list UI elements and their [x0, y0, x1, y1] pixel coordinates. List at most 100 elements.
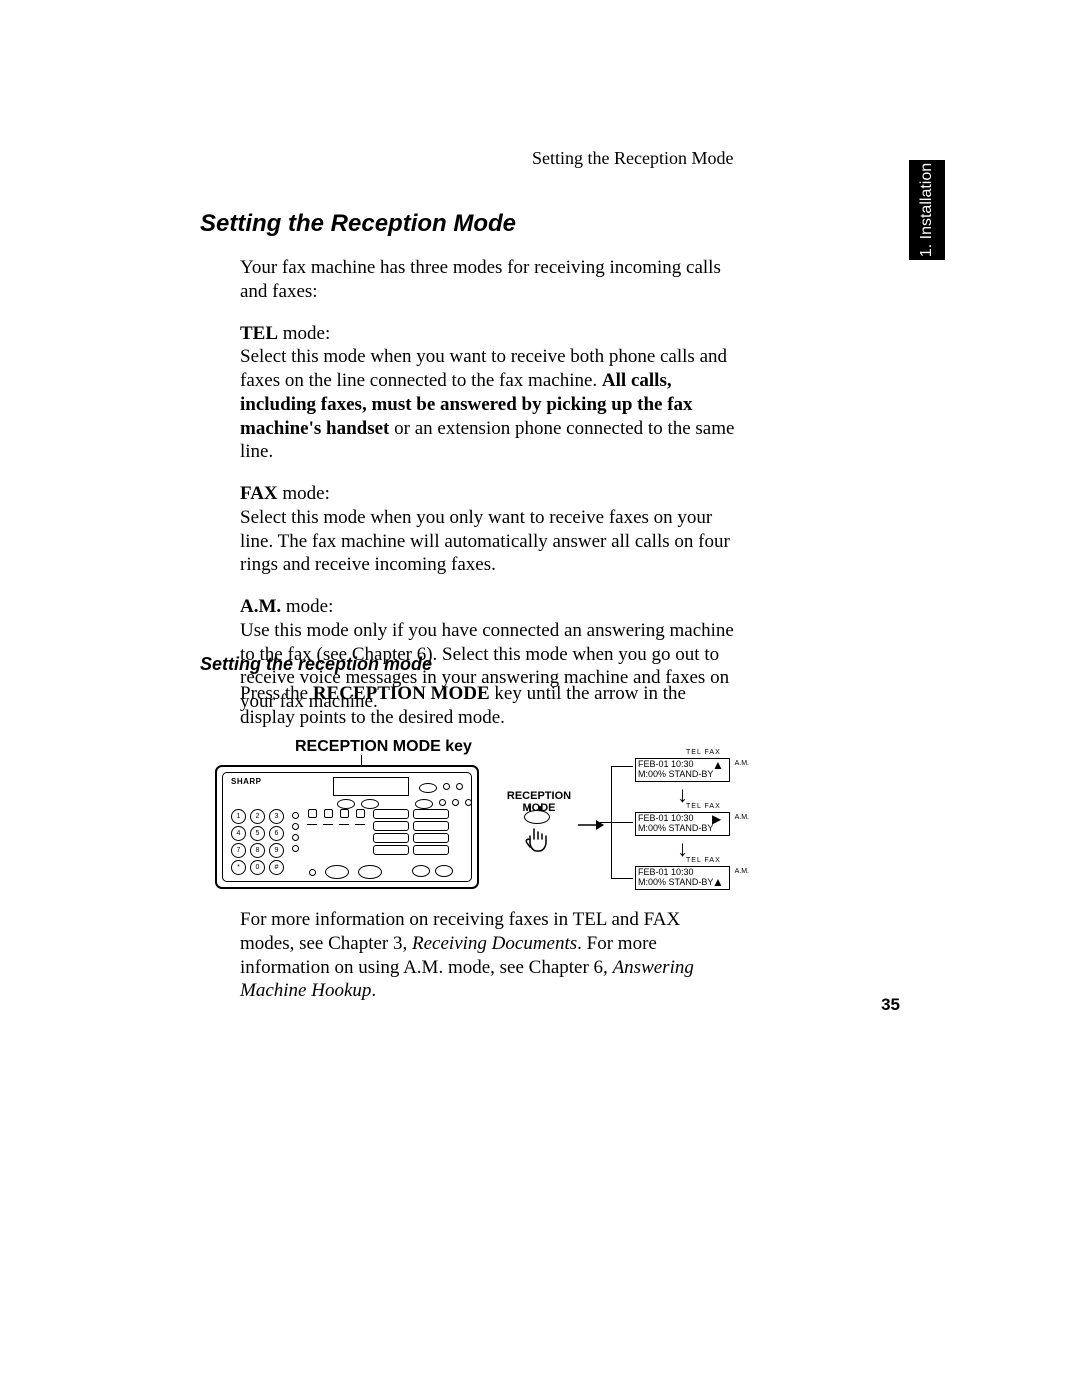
- main-action-buttons: [325, 865, 382, 879]
- screen-top-labels: TEL FAX: [686, 803, 721, 811]
- screen-line2: M:00% STAND-BY: [638, 877, 713, 887]
- screen-line2: M:00% STAND-BY: [638, 823, 713, 833]
- page: Setting the Reception Mode 1. Installati…: [0, 0, 1080, 1397]
- right-arrow-icon: ▶: [712, 813, 721, 825]
- mode-icon: [355, 809, 365, 825]
- page-number: 35: [881, 995, 900, 1015]
- keypad-key: 2: [250, 809, 265, 824]
- oval-button: [415, 799, 433, 809]
- slot-key: [413, 809, 449, 819]
- footer-ital1: Receiving Documents: [412, 933, 577, 954]
- page-title: Setting the Reception Mode: [200, 210, 516, 238]
- dot-indicator: [456, 783, 463, 790]
- keypad: 123456789*0#: [231, 809, 284, 875]
- bottom-action-buttons: [412, 865, 453, 877]
- keypad-key: 6: [269, 826, 284, 841]
- tel-label: TEL: [240, 323, 278, 344]
- slot-key: [373, 833, 409, 843]
- screen-line1: FEB-01 10:30: [638, 813, 694, 823]
- keypad-key: 8: [250, 843, 265, 858]
- fax-text: Select this mode when you only want to r…: [240, 507, 730, 576]
- mode-icon: [323, 809, 333, 825]
- action-button: [325, 865, 349, 879]
- slot-key: [373, 809, 409, 819]
- dot-indicator: [292, 845, 299, 852]
- target-button-icon: [524, 810, 550, 824]
- bracket-line: [611, 766, 633, 767]
- keypad-key: 3: [269, 809, 284, 824]
- dot-indicator: [309, 869, 316, 876]
- bracket-line: [600, 822, 633, 823]
- dot-indicator: [292, 834, 299, 841]
- subheading: Setting the reception mode: [200, 654, 432, 675]
- tel-suffix: mode:: [278, 323, 330, 344]
- keypad-key: *: [231, 860, 246, 875]
- dot-indicator: [439, 799, 446, 806]
- screen-top-labels: TEL FAX: [686, 857, 721, 865]
- screen-line2: M:00% STAND-BY: [638, 769, 713, 779]
- am-suffix: mode:: [281, 596, 333, 617]
- running-header: Setting the Reception Mode: [532, 148, 733, 169]
- slot-key: [413, 845, 449, 855]
- up-arrow-icon: ▲: [712, 759, 724, 771]
- screen-top-labels: TEL FAX: [686, 749, 721, 757]
- section-tab: 1. Installation: [909, 160, 945, 260]
- keypad-key: 1: [231, 809, 246, 824]
- slot-key: [413, 833, 449, 843]
- am-label: A.M.: [240, 596, 281, 617]
- slot-key: [373, 821, 409, 831]
- footer-para: For more information on receiving faxes …: [240, 908, 735, 1003]
- instruction-para: Press the RECEPTION MODE key until the a…: [240, 682, 735, 730]
- screen-line1: FEB-01 10:30: [638, 867, 694, 877]
- hand-icon: [520, 826, 554, 860]
- dot-indicator: [292, 823, 299, 830]
- keypad-key: 7: [231, 843, 246, 858]
- oval-button: [337, 799, 355, 809]
- diagram-key-title: RECEPTION MODE key: [295, 738, 472, 756]
- mode-icon: [307, 809, 317, 825]
- fax-suffix: mode:: [278, 483, 330, 504]
- up-arrow-icon: ▲: [712, 876, 724, 888]
- keypad-key: 5: [250, 826, 265, 841]
- fax-mode-para: FAX mode: Select this mode when you only…: [240, 482, 735, 577]
- keypad-key: 4: [231, 826, 246, 841]
- panel-small-buttons: [337, 799, 379, 809]
- brand-logo: SHARP: [231, 777, 262, 786]
- instr-bold: RECEPTION MODE: [313, 683, 490, 704]
- keypad-side-dots: [292, 812, 299, 852]
- slot-key: [373, 845, 409, 855]
- action-button: [412, 865, 430, 877]
- middle-icons: [307, 809, 365, 825]
- flow-arrow-icon: [578, 818, 604, 832]
- oval-button: [361, 799, 379, 809]
- action-button: [358, 865, 382, 879]
- screen-am-label: A.M.: [735, 868, 749, 876]
- instr-pre: Press the: [240, 683, 313, 704]
- mode-icon: [339, 809, 349, 825]
- display-screen-am: TEL FAX A.M. FEB-01 10:30 ▲ M:00% STAND-…: [635, 866, 730, 890]
- fax-label: FAX: [240, 483, 278, 504]
- panel-top-buttons2: [415, 799, 472, 809]
- panel-top-dots: [419, 783, 463, 793]
- panel-lcd: [333, 777, 409, 796]
- dot-indicator: [443, 783, 450, 790]
- quick-keys: [373, 809, 449, 855]
- section-tab-label: 1. Installation: [918, 163, 936, 257]
- dot-indicator: [452, 799, 459, 806]
- fax-control-panel: SHARP 123456789*0#: [215, 765, 479, 889]
- intro-para: Your fax machine has three modes for rec…: [240, 256, 735, 304]
- display-screen-fax: TEL FAX A.M. FEB-01 10:30 ▶ M:00% STAND-…: [635, 812, 730, 836]
- keypad-key: 9: [269, 843, 284, 858]
- slot-key: [413, 821, 449, 831]
- screen-am-label: A.M.: [735, 814, 749, 822]
- dot-indicator: [465, 799, 472, 806]
- reception-caption-l1: RECEPTION: [507, 790, 571, 802]
- screen-am-label: A.M.: [735, 760, 749, 768]
- display-screen-tel: TEL FAX A.M. FEB-01 10:30 ▲ M:00% STAND-…: [635, 758, 730, 782]
- oval-button: [419, 783, 437, 793]
- press-hand-icon: [510, 810, 564, 860]
- screen-line1: FEB-01 10:30: [638, 759, 694, 769]
- footer-post: .: [371, 980, 376, 1001]
- bracket-line: [611, 878, 633, 879]
- keypad-key: 0: [250, 860, 265, 875]
